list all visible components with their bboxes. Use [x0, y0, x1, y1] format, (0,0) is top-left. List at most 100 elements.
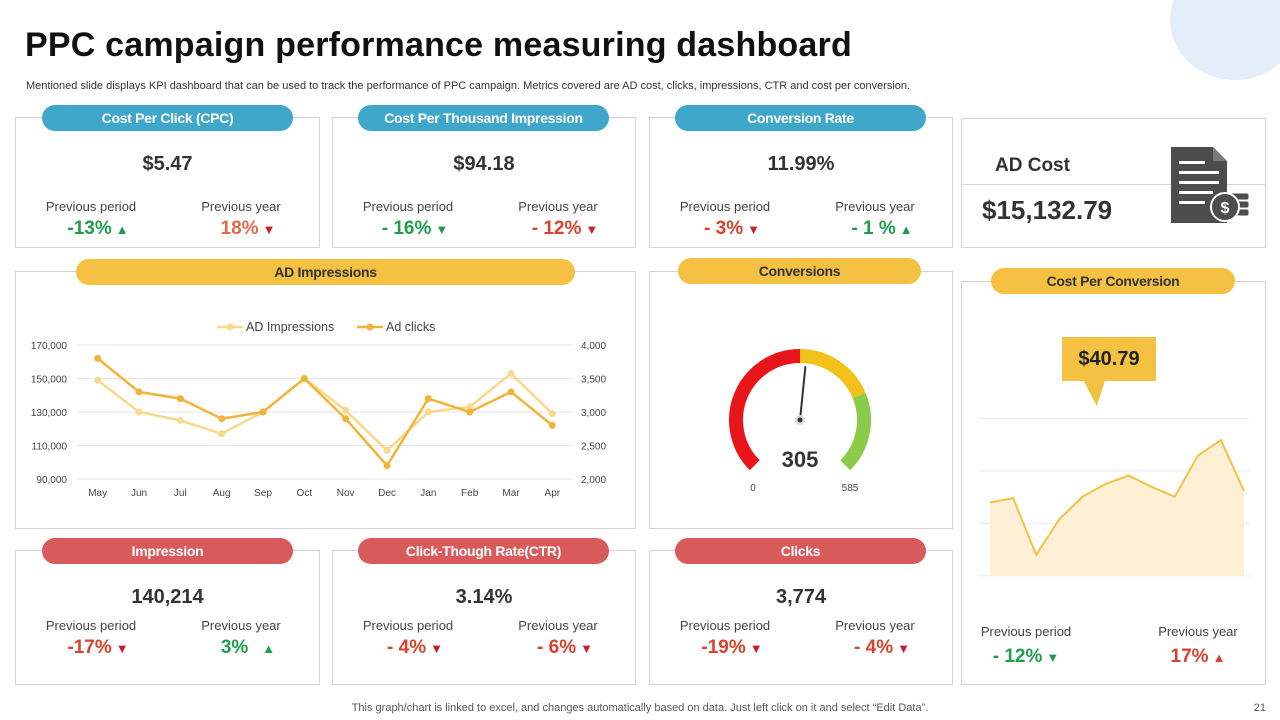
- gauge-value: 305: [782, 447, 819, 472]
- cost-per-conversion-callout: $40.79: [1062, 337, 1156, 381]
- previous-year-label: Previous year: [201, 618, 281, 633]
- gauge-max-label: 585: [842, 483, 859, 494]
- gauge-band-green: [840, 392, 871, 471]
- x-tick-label: Mar: [502, 488, 520, 499]
- gauge-band-yellow: [799, 349, 866, 399]
- previous-year-label: Previous year: [518, 618, 598, 633]
- arrow-down-icon: ▼: [580, 641, 593, 656]
- y-left-tick-label: 90,000: [36, 475, 67, 486]
- page-number: 21: [1253, 702, 1266, 714]
- previous-year-delta: - 12% ▼: [531, 218, 599, 239]
- data-point: [342, 415, 350, 423]
- data-point: [548, 410, 556, 418]
- y-right-tick-label: 2,000: [581, 475, 606, 486]
- x-tick-label: Apr: [545, 488, 561, 499]
- previous-period-delta: - 12% ▼: [992, 646, 1060, 667]
- kpi-title-cpm: Cost Per Thousand Impression: [358, 105, 609, 131]
- footer-note: This graph/chart is linked to excel, and…: [351, 702, 929, 714]
- data-point: [135, 388, 143, 396]
- data-point: [259, 408, 267, 416]
- conversions-gauge[interactable]: 305 0 585: [700, 335, 900, 505]
- conversions-card: [649, 271, 953, 529]
- data-point: [507, 388, 515, 396]
- kpi-card-impression[interactable]: 140,214 Previous period Previous year -1…: [15, 550, 320, 685]
- data-point: [548, 421, 556, 429]
- data-point: [94, 376, 102, 384]
- data-point: [94, 354, 102, 362]
- data-point: [424, 395, 432, 403]
- x-tick-label: Sep: [254, 488, 272, 499]
- legend-marker: [226, 323, 234, 331]
- ad-cost-label: AD Cost: [995, 155, 1070, 176]
- page-subtitle: Mentioned slide displays KPI dashboard t…: [26, 80, 911, 92]
- ad-cost-value: $15,132.79: [982, 195, 1113, 225]
- ad-impressions-line-chart[interactable]: 90,000 110,000 130,000 150,000 170,000 2,000 2…: [15, 310, 635, 510]
- data-point: [176, 395, 184, 403]
- previous-year-delta: 18% ▼: [220, 218, 276, 239]
- kpi-card-ctr[interactable]: 3.14% Previous period Previous year - 4%…: [332, 550, 636, 685]
- series-line-ad-impressions: [96, 371, 554, 453]
- legend-label: Ad clicks: [386, 320, 435, 334]
- previous-year-delta: - 6% ▼: [537, 637, 593, 658]
- previous-period-label: Previous period: [679, 618, 771, 633]
- previous-period-label: Previous period: [362, 199, 454, 214]
- kpi-value: $5.47: [142, 153, 193, 175]
- gauge-min-label: 0: [750, 483, 756, 494]
- arrow-down-icon: ▼: [262, 222, 276, 237]
- previous-period-label: Previous period: [45, 199, 137, 214]
- previous-year-label: Previous year: [1158, 624, 1238, 639]
- data-point: [218, 430, 226, 438]
- gauge-band-red: [729, 349, 801, 471]
- arrow-down-icon: ▼: [115, 641, 129, 656]
- previous-period-label: Previous period: [362, 618, 454, 633]
- kpi-card-clicks[interactable]: 3,774 Previous period Previous year -19%…: [649, 550, 953, 685]
- cost-per-conversion-area-chart[interactable]: [980, 392, 1250, 588]
- x-tick-label: Nov: [337, 488, 355, 499]
- kpi-card-cpm[interactable]: $94.18 Previous period Previous year - 1…: [332, 117, 636, 248]
- gauge-hub-center: [797, 417, 803, 423]
- data-point: [342, 406, 350, 414]
- previous-period-delta: -13% ▲: [67, 218, 129, 239]
- gauge-needle: [799, 366, 807, 421]
- previous-period-delta: - 16% ▼: [381, 218, 449, 239]
- previous-year-label: Previous year: [835, 199, 915, 214]
- kpi-value: $94.18: [453, 153, 515, 175]
- previous-period-delta: -19% ▼: [701, 637, 763, 658]
- y-right-tick-label: 4,000: [581, 341, 606, 352]
- y-right-tick-label: 3,500: [581, 375, 606, 386]
- kpi-title-conversion-rate: Conversion Rate: [675, 105, 926, 131]
- area-line: [989, 438, 1245, 557]
- kpi-value: 3.14%: [455, 586, 513, 608]
- kpi-card-cpc[interactable]: $5.47 Previous period Previous year -13%…: [15, 117, 320, 248]
- previous-year-label: Previous year: [518, 199, 598, 214]
- chart-title-ad-impressions: AD Impressions: [76, 259, 575, 285]
- arrow-down-icon: ▼: [747, 222, 760, 237]
- previous-year-label: Previous year: [201, 199, 281, 214]
- x-tick-label: Dec: [378, 488, 396, 499]
- area-fill: [990, 440, 1244, 576]
- arrow-down-icon: ▼: [749, 641, 763, 656]
- previous-period-delta: -17% ▼: [67, 637, 129, 658]
- x-tick-label: May: [88, 488, 107, 499]
- arrow-down-icon: ▼: [1046, 650, 1060, 665]
- ad-cost-card[interactable]: AD Cost $15,132.79 $: [961, 118, 1266, 248]
- kpi-card-conversion-rate[interactable]: 11.99% Previous period Previous year - 3…: [649, 117, 953, 248]
- previous-period-label: Previous period: [45, 618, 137, 633]
- arrow-down-icon: ▼: [435, 222, 449, 237]
- arrow-up-icon: ▲: [899, 222, 913, 237]
- previous-year-delta: - 4% ▼: [854, 637, 910, 658]
- kpi-value: 140,214: [131, 586, 204, 608]
- page-title: PPC campaign performance measuring dashb…: [25, 26, 852, 64]
- series-line-ad-clicks: [96, 357, 554, 468]
- decorative-corner-shape: [1170, 0, 1280, 80]
- x-tick-label: Feb: [461, 488, 479, 499]
- legend-label: AD Impressions: [246, 320, 334, 334]
- svg-text:$: $: [1221, 200, 1230, 217]
- y-left-tick-label: 110,000: [32, 442, 68, 453]
- data-point: [466, 408, 474, 416]
- kpi-title-cpc: Cost Per Click (CPC): [42, 105, 293, 131]
- data-point: [135, 408, 143, 416]
- data-point: [383, 462, 391, 470]
- data-point: [176, 416, 184, 424]
- arrow-up-icon: ▲: [262, 641, 276, 656]
